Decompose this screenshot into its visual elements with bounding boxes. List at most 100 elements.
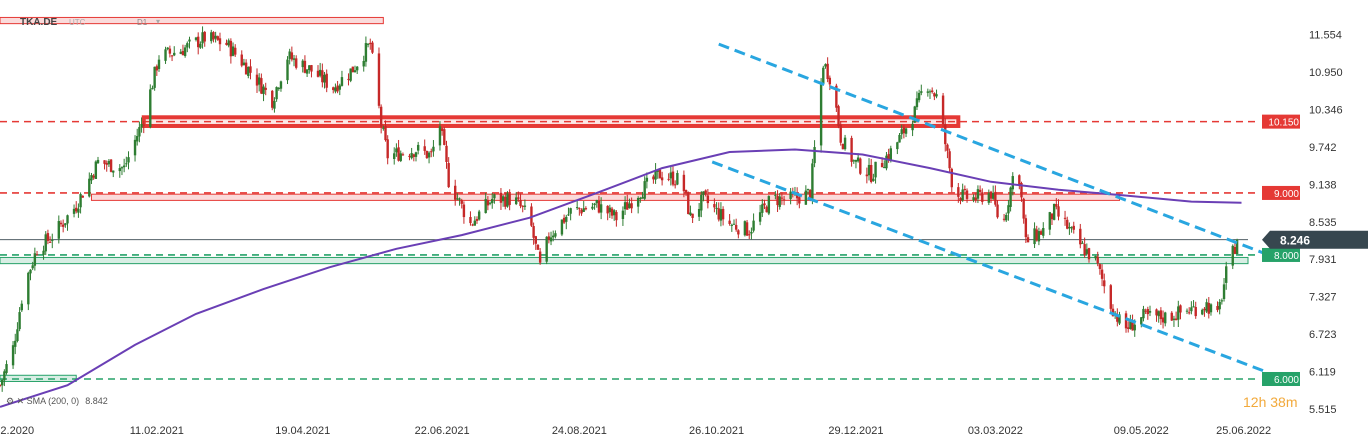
x-tick-label: 19.04.2021 — [275, 425, 330, 437]
candle-body — [196, 36, 200, 48]
candle-body — [501, 196, 505, 202]
candle-body — [920, 91, 923, 93]
candle-body — [1072, 225, 1075, 230]
y-tick-label: 7.327 — [1309, 292, 1337, 304]
candle-body — [397, 147, 400, 161]
candle-body — [856, 157, 860, 162]
candle-body — [469, 217, 472, 224]
x-tick-label: 22.06.2021 — [415, 425, 470, 437]
candle-body — [112, 170, 115, 173]
candle-body — [610, 208, 614, 216]
candle-body — [917, 92, 921, 101]
candle-body — [597, 200, 601, 213]
candle-body — [64, 223, 67, 226]
candle-body — [460, 200, 463, 204]
candle-body — [639, 197, 642, 200]
candle-body — [569, 208, 572, 214]
candle-body — [748, 234, 751, 236]
chevron-down-icon[interactable]: ▾ — [156, 17, 161, 26]
candle-body — [362, 60, 365, 67]
candle-body — [534, 236, 537, 244]
symbol-label[interactable]: TKA.DE — [20, 17, 58, 28]
candle-body — [260, 78, 263, 94]
candle-body — [164, 49, 167, 61]
level-label-10.150: 10.150 — [1268, 118, 1299, 129]
candle-body — [249, 66, 252, 73]
candle-body — [218, 38, 222, 45]
candle-body — [303, 60, 307, 73]
current-price-badge — [1262, 230, 1368, 249]
candle-body — [1203, 308, 1206, 311]
candle-body — [689, 212, 692, 215]
candle-body — [1148, 311, 1152, 313]
candle-body — [316, 70, 320, 77]
gear-icon[interactable]: ⚙ — [6, 396, 15, 406]
candle-body — [1205, 302, 1208, 312]
candle-body — [974, 197, 977, 201]
candle-body — [1087, 248, 1091, 260]
candle-body — [926, 91, 930, 93]
candle-body — [1220, 300, 1224, 302]
candle-body — [3, 371, 6, 381]
candle-body — [136, 136, 139, 142]
level-badge-9.000 — [1262, 185, 1300, 200]
x-tick-label: 11.02.2021 — [130, 425, 184, 437]
candle-body — [1042, 228, 1045, 236]
candle-body — [885, 155, 888, 169]
candle-body — [72, 208, 76, 214]
candle-body — [279, 81, 283, 89]
candle-body — [1052, 203, 1056, 220]
candle-body — [231, 46, 235, 56]
candle-body — [944, 124, 947, 145]
candle-body — [859, 158, 862, 174]
candle-body — [458, 198, 461, 200]
level-label-6.000: 6.000 — [1274, 375, 1299, 386]
indicator-legend[interactable]: ⚙ ✕ SMA (200, 0) 8.842 — [6, 396, 108, 407]
timeframe-selector[interactable]: D1 — [137, 18, 148, 27]
candle-body — [778, 196, 781, 207]
sma-200-line — [0, 148, 1242, 408]
candle-body — [1035, 229, 1038, 241]
candle-body — [867, 164, 871, 176]
candle-body — [1063, 217, 1067, 219]
candle-body — [743, 221, 747, 236]
trend-line-channel-upper — [718, 42, 1266, 256]
candle-body — [399, 153, 402, 161]
candle-body — [379, 106, 383, 127]
candle-body — [11, 345, 15, 366]
candle-body — [242, 62, 246, 66]
candle-body — [493, 194, 496, 199]
candle-body — [822, 67, 825, 84]
candle-body — [965, 190, 969, 199]
candle-body — [658, 169, 662, 179]
candle-body — [813, 147, 816, 164]
candle-body — [308, 65, 311, 70]
candle-body — [109, 159, 113, 172]
candle-body — [1190, 307, 1193, 312]
candle-body — [1066, 219, 1069, 229]
candle-body — [839, 124, 842, 143]
candle-body — [828, 77, 832, 85]
candle-body — [1094, 255, 1097, 259]
candle-body — [1020, 183, 1023, 198]
candle-body — [286, 59, 289, 81]
candle-body — [393, 153, 396, 159]
candle-body — [545, 236, 548, 262]
candle-body — [673, 184, 677, 186]
candle-body — [59, 222, 63, 225]
candle-body — [414, 152, 418, 157]
candle-body — [1037, 231, 1041, 242]
candle-body — [575, 207, 579, 209]
level-badge-6.000 — [1262, 371, 1300, 386]
candle-body — [377, 53, 381, 106]
candle-body — [1144, 310, 1147, 312]
candle-body — [351, 66, 355, 73]
candle-body — [57, 221, 61, 239]
candle-body — [1161, 317, 1165, 323]
candle-body — [789, 191, 792, 199]
close-icon[interactable]: ✕ — [16, 396, 25, 406]
candle-body — [477, 211, 481, 220]
candle-body — [473, 220, 477, 226]
